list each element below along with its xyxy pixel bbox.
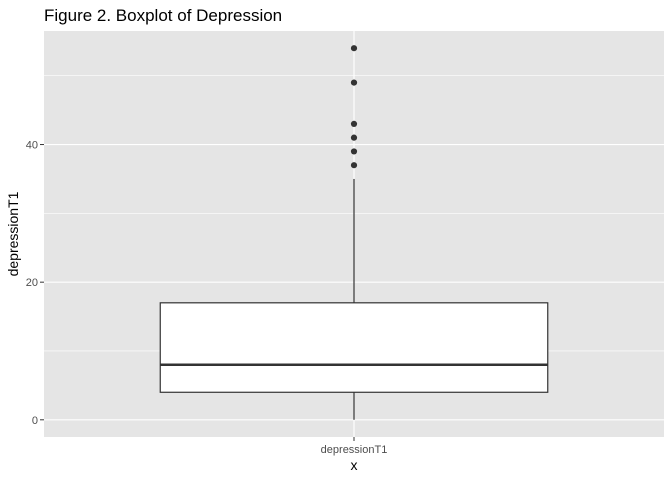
outlier-point bbox=[350, 162, 358, 169]
chart-title: Figure 2. Boxplot of Depression bbox=[44, 6, 282, 25]
y-tick-label: 20 bbox=[26, 277, 38, 289]
box-layer bbox=[159, 45, 549, 420]
outlier-point bbox=[350, 148, 358, 155]
y-tick-label: 40 bbox=[26, 140, 38, 152]
outlier-point bbox=[350, 79, 358, 86]
iqr-box bbox=[159, 302, 549, 393]
y-tick-label: 0 bbox=[32, 415, 38, 427]
x-axis: depressionT1 bbox=[321, 437, 388, 456]
y-axis-title: depressionT1 bbox=[5, 191, 21, 276]
outlier-point bbox=[350, 120, 358, 127]
outlier-point bbox=[350, 134, 358, 141]
outlier-point bbox=[350, 45, 358, 52]
x-tick-label: depressionT1 bbox=[321, 444, 388, 456]
y-axis: 0 20 40 bbox=[26, 140, 44, 427]
x-axis-title: x bbox=[351, 457, 358, 473]
